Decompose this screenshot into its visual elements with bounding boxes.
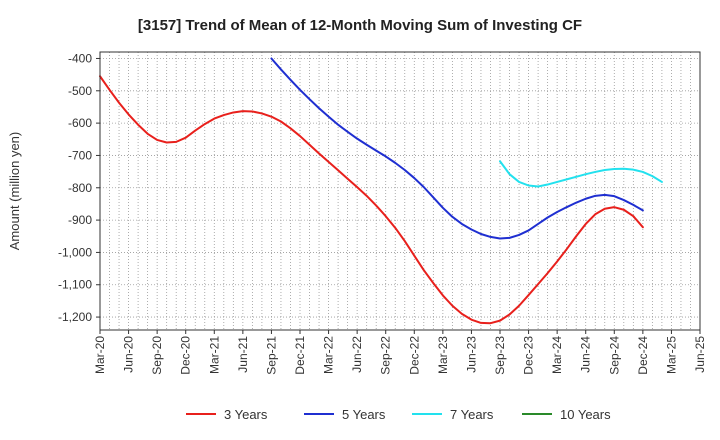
x-tick-label: Mar-20 [93,336,107,374]
y-tick-label: -600 [68,116,92,130]
series-line-7-years [499,160,663,188]
x-tick-label: Sep-24 [607,336,621,375]
x-tick-label: Mar-25 [664,336,678,374]
legend-label-3-years: 3 Years [224,407,268,422]
x-tick-label: Mar-24 [550,336,564,374]
legend-label-7-years: 7 Years [450,407,494,422]
y-tick-label: -700 [68,148,92,162]
y-tick-label: -500 [68,84,92,98]
chart-title: [3157] Trend of Mean of 12-Month Moving … [138,17,582,34]
y-tick-label: -800 [68,181,92,195]
y-tick-label: -400 [68,51,92,65]
legend: 3 Years 5 Years 7 Years 10 Years [186,407,611,422]
legend-label-5-years: 5 Years [342,407,386,422]
x-tick-label: Jun-23 [464,336,478,373]
x-tick-label: Dec-24 [636,336,650,375]
x-tick-label: Sep-21 [264,336,278,375]
x-tick-label: Jun-25 [693,336,707,373]
x-tick-label: Jun-24 [579,336,593,373]
x-tick-label: Dec-22 [407,336,421,375]
legend-label-10-years: 10 Years [560,407,611,422]
series-line-3-years [99,75,644,325]
y-axis-label: Amount (million yen) [7,132,22,251]
y-tick-label: -900 [68,213,92,227]
x-tick-label: Jun-22 [350,336,364,373]
x-tick-label: Sep-22 [379,336,393,375]
series-line-5-years [270,57,644,240]
plot-frame [99,51,701,331]
x-tick-label: Sep-20 [150,336,164,375]
x-tick-label: Mar-21 [207,336,221,374]
y-tick-label: -1,000 [58,245,92,259]
series-layer [99,57,663,325]
plot-area [100,52,700,330]
x-tick-label: Sep-23 [493,336,507,375]
grid-lines [100,52,700,330]
x-tick-label: Jun-20 [122,336,136,373]
x-tick-label: Dec-23 [522,336,536,375]
y-tick-label: -1,100 [58,278,92,292]
y-axis-ticks: -400 -500 -600 -700 -800 -900 -1,000 -1,100 -1,2… [58,51,100,324]
x-axis-ticks: Mar-20 Jun-20 Sep-20 Dec-20 Mar-21 Jun-21 Sep-… [93,330,707,375]
x-tick-label: Mar-22 [322,336,336,374]
x-tick-label: Dec-21 [293,336,307,375]
x-tick-label: Dec-20 [179,336,193,375]
x-tick-label: Mar-23 [436,336,450,374]
x-tick-label: Jun-21 [236,336,250,373]
y-tick-label: -1,200 [58,310,92,324]
